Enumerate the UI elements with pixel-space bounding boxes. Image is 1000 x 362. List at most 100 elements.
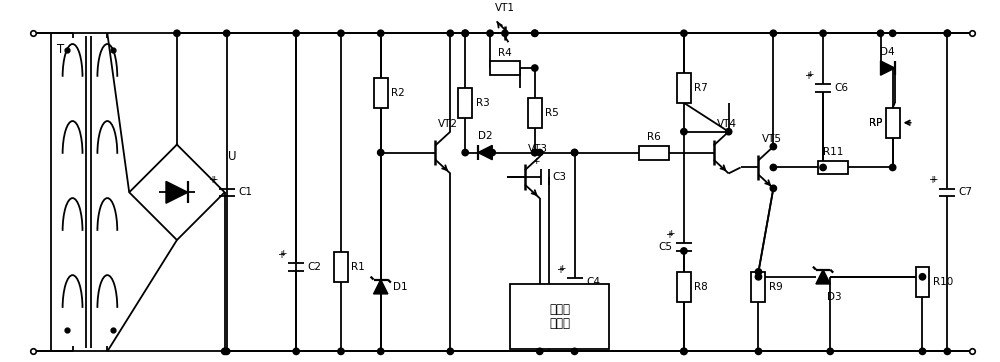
Bar [677,272,691,302]
Text: VT1: VT1 [495,3,515,13]
Circle shape [462,30,468,37]
Circle shape [378,150,384,156]
Circle shape [378,30,384,37]
Bar [510,284,609,349]
Text: C5: C5 [658,242,672,252]
Circle shape [293,30,299,37]
Circle shape [532,30,538,37]
Circle shape [571,150,578,156]
Text: RP: RP [869,118,882,128]
Text: +: + [532,157,539,167]
Text: R11: R11 [823,147,843,157]
Circle shape [889,164,896,171]
Text: C2: C2 [308,262,322,272]
Circle shape [919,348,926,354]
Circle shape [447,30,453,37]
Text: +: + [667,229,674,238]
Circle shape [537,348,543,354]
Text: R10: R10 [933,277,953,287]
Circle shape [447,348,453,354]
Circle shape [537,150,543,156]
Circle shape [681,129,687,135]
Circle shape [755,274,762,280]
Circle shape [681,348,687,354]
Circle shape [462,150,468,156]
Text: VT4: VT4 [717,119,737,129]
Polygon shape [478,146,492,160]
Bar [528,98,542,128]
Text: T: T [57,43,64,56]
Text: D4: D4 [880,47,895,57]
Text: R8: R8 [694,282,708,292]
Text: +: + [558,264,565,273]
Circle shape [770,30,777,37]
Circle shape [944,348,951,354]
Polygon shape [166,181,188,203]
Circle shape [338,348,344,354]
Text: R2: R2 [391,88,405,98]
Bar [458,88,472,118]
Circle shape [571,348,578,354]
Text: +: + [279,249,287,258]
Bar [374,78,388,108]
Circle shape [532,150,538,156]
Text: C4: C4 [586,277,600,287]
Bar [490,61,520,75]
Text: 电压调: 电压调 [549,303,570,316]
Text: C3: C3 [552,172,566,182]
Text: R4: R4 [498,48,512,58]
Text: +: + [930,174,938,184]
Circle shape [487,30,493,37]
Text: C1: C1 [238,187,252,197]
Circle shape [223,348,230,354]
Circle shape [755,348,762,354]
Circle shape [681,30,687,37]
Circle shape [532,150,538,156]
Text: R3: R3 [476,98,489,108]
Circle shape [502,30,508,37]
Text: C6: C6 [835,83,849,93]
Circle shape [293,348,299,354]
Circle shape [827,348,833,354]
Circle shape [532,30,538,37]
Circle shape [770,185,777,191]
Text: U: U [228,150,236,163]
Text: R9: R9 [769,282,783,292]
Circle shape [489,150,495,156]
Text: D1: D1 [393,282,407,292]
Text: +: + [804,71,812,81]
Text: +: + [806,70,814,79]
Circle shape [223,30,230,37]
Text: VT2: VT2 [438,119,458,129]
Text: C7: C7 [959,187,973,197]
Circle shape [462,30,468,37]
Text: 整电路: 整电路 [549,317,570,330]
Text: +: + [210,174,217,184]
Circle shape [770,143,777,150]
Text: +: + [277,250,285,260]
Polygon shape [816,270,830,284]
Circle shape [378,348,384,354]
Circle shape [770,164,777,171]
Text: R7: R7 [694,83,708,93]
Polygon shape [881,61,895,75]
Circle shape [889,30,896,37]
Bar [886,108,900,138]
Text: +: + [556,265,564,275]
Polygon shape [374,279,388,294]
Bar [677,73,691,103]
Text: D3: D3 [827,292,842,302]
Text: +: + [665,230,673,240]
Circle shape [571,150,578,156]
Circle shape [944,30,951,37]
Bar [334,252,348,282]
Bar [751,272,765,302]
Text: D2: D2 [478,131,492,142]
Text: R5: R5 [545,108,559,118]
Circle shape [532,65,538,71]
Text: R1: R1 [351,262,365,272]
Text: RP: RP [869,118,882,128]
Text: +: + [208,175,216,185]
Circle shape [820,30,826,37]
Circle shape [681,348,687,354]
